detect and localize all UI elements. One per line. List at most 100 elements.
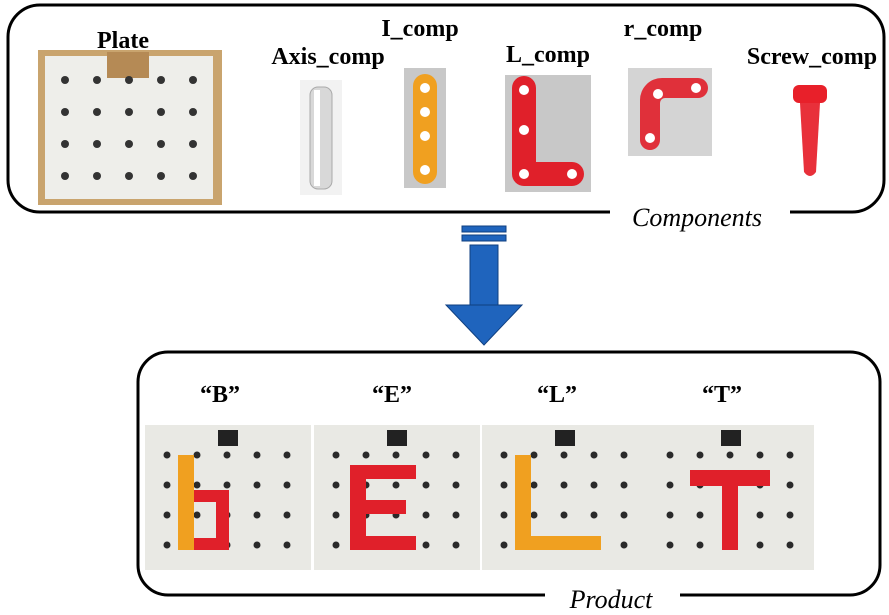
hole xyxy=(786,511,794,519)
hole xyxy=(756,451,764,459)
hole xyxy=(666,541,674,549)
hole xyxy=(332,451,340,459)
hole xyxy=(223,481,231,489)
hole xyxy=(392,481,400,489)
hole xyxy=(163,481,171,489)
hole xyxy=(696,541,704,549)
hole xyxy=(283,511,291,519)
hole xyxy=(93,172,101,180)
hole xyxy=(786,481,794,489)
product-image xyxy=(314,425,480,570)
hole xyxy=(189,108,197,116)
caption-gap xyxy=(545,585,680,615)
hole xyxy=(422,481,430,489)
hole xyxy=(500,511,508,519)
hole xyxy=(696,511,704,519)
hole xyxy=(93,108,101,116)
hole xyxy=(157,108,165,116)
clip xyxy=(218,430,238,446)
hole xyxy=(253,541,261,549)
hole xyxy=(332,511,340,519)
hole xyxy=(193,511,201,519)
axis-image xyxy=(300,80,342,195)
product-label: “E” xyxy=(372,382,412,408)
piece xyxy=(350,465,416,550)
hole xyxy=(666,451,674,459)
hole xyxy=(560,511,568,519)
hole xyxy=(93,140,101,148)
hole xyxy=(620,541,628,549)
product-image xyxy=(648,425,814,570)
hole xyxy=(157,140,165,148)
hole xyxy=(530,451,538,459)
hole xyxy=(283,541,291,549)
component-label: Screw_comp xyxy=(747,44,877,70)
hole xyxy=(590,481,598,489)
component-label: Plate xyxy=(97,28,149,54)
hole xyxy=(452,451,460,459)
hole xyxy=(786,451,794,459)
component-label: I_comp xyxy=(381,16,458,42)
hole xyxy=(756,541,764,549)
hole xyxy=(452,511,460,519)
hole xyxy=(189,172,197,180)
hole xyxy=(786,541,794,549)
product-image xyxy=(482,425,648,570)
hole xyxy=(163,541,171,549)
product-label: “B” xyxy=(200,382,240,408)
hole xyxy=(157,172,165,180)
clip xyxy=(721,430,741,446)
piece xyxy=(194,490,229,550)
hole xyxy=(193,451,201,459)
hole xyxy=(283,451,291,459)
r-comp-image xyxy=(628,68,712,156)
hole xyxy=(125,140,133,148)
hole xyxy=(93,76,101,84)
hole xyxy=(422,511,430,519)
component-label: r_comp xyxy=(624,16,703,42)
hole xyxy=(560,451,568,459)
hole xyxy=(452,481,460,489)
hole xyxy=(157,76,165,84)
hole xyxy=(452,541,460,549)
screw-image xyxy=(793,85,827,176)
hole xyxy=(125,172,133,180)
hole xyxy=(223,451,231,459)
hole xyxy=(392,451,400,459)
hole xyxy=(530,481,538,489)
components-box xyxy=(6,3,886,214)
hole xyxy=(422,541,430,549)
hole xyxy=(125,76,133,84)
product-image xyxy=(145,425,311,570)
hole xyxy=(500,481,508,489)
hole xyxy=(61,76,69,84)
hole xyxy=(620,451,628,459)
l-comp-image xyxy=(505,75,591,192)
hole xyxy=(193,481,201,489)
hole xyxy=(590,451,598,459)
hole xyxy=(163,511,171,519)
hole xyxy=(530,511,538,519)
hole xyxy=(590,511,598,519)
hole xyxy=(756,511,764,519)
hole xyxy=(253,481,261,489)
hole xyxy=(666,481,674,489)
hole xyxy=(422,451,430,459)
hole xyxy=(283,481,291,489)
hole xyxy=(620,481,628,489)
hole xyxy=(61,108,69,116)
component-label: Axis_comp xyxy=(271,44,384,70)
product-box xyxy=(136,350,882,597)
clip xyxy=(387,430,407,446)
product-caption: Product xyxy=(569,585,654,614)
hole xyxy=(253,451,261,459)
plate-image xyxy=(38,50,222,205)
caption-gap xyxy=(610,200,790,230)
piece xyxy=(178,455,194,550)
piece xyxy=(515,455,601,550)
hole xyxy=(332,481,340,489)
hole xyxy=(362,451,370,459)
hole xyxy=(560,481,568,489)
hole xyxy=(696,451,704,459)
